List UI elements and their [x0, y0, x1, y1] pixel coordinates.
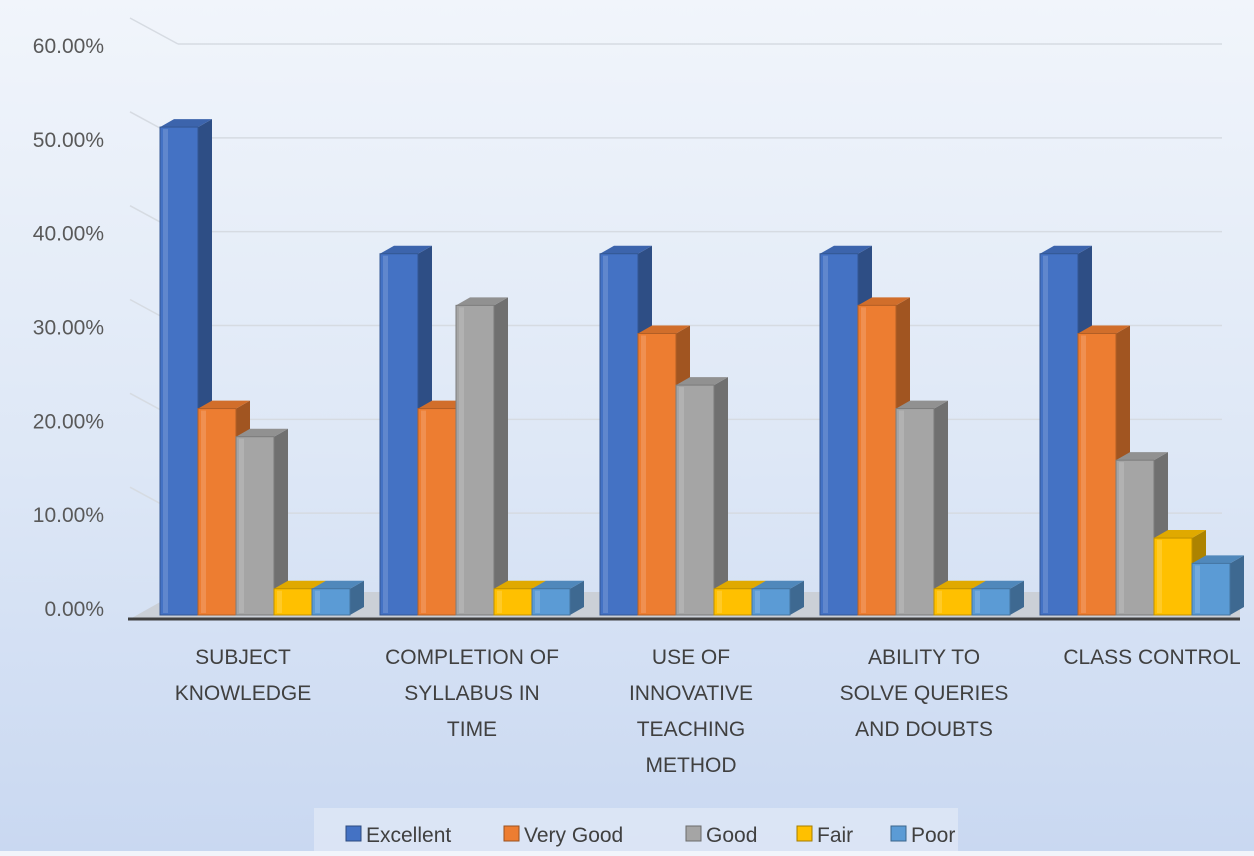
- bar: [751, 580, 804, 616]
- legend-label: Excellent: [366, 824, 451, 847]
- bar: [235, 428, 288, 616]
- legend-swatch: [685, 825, 702, 842]
- legend-label: Fair: [817, 824, 853, 847]
- x-category-label: ABILITY TO SOLVE QUERIES AND DOUBTS: [840, 646, 1009, 741]
- bar: [1077, 325, 1130, 616]
- legend-swatch: [796, 825, 813, 842]
- y-tick-label: 10.00%: [33, 504, 104, 527]
- legend-background: [314, 808, 958, 851]
- x-category-label: SUBJECT KNOWLEDGE: [175, 646, 312, 705]
- bar: [675, 377, 728, 616]
- bar: [531, 580, 584, 616]
- legend-item: Poor: [890, 824, 955, 847]
- legend-item: Fair: [796, 824, 853, 847]
- gridline-side: [129, 17, 179, 45]
- bar: [895, 400, 948, 616]
- bars: [159, 119, 1244, 616]
- y-tick-label: 20.00%: [33, 410, 104, 433]
- bar: [311, 580, 364, 616]
- legend-swatch: [345, 825, 362, 842]
- legend-swatch: [503, 825, 520, 842]
- gridlines: [129, 17, 1222, 514]
- x-category-label: CLASS CONTROL: [1063, 646, 1240, 669]
- x-category-label: COMPLETION OF SYLLABUS IN TIME: [385, 646, 559, 741]
- bar: [1191, 555, 1244, 616]
- legend-item: Very Good: [503, 824, 623, 847]
- y-tick-label: 50.00%: [33, 129, 104, 152]
- y-axis-tick-labels: 0.00% 10.00% 20.00% 30.00% 40.00% 50.00% 60.00…: [33, 35, 104, 621]
- legend-label: Good: [706, 824, 757, 847]
- bar: [455, 297, 508, 616]
- legend-swatch: [890, 825, 907, 842]
- legend-label: Poor: [911, 824, 955, 847]
- y-tick-label: 30.00%: [33, 317, 104, 340]
- y-tick-label: 60.00%: [33, 35, 104, 58]
- bar: [971, 580, 1024, 616]
- bar: [1153, 530, 1206, 616]
- legend: Excellent Very Good Good Fair Poor: [314, 808, 958, 851]
- y-tick-label: 0.00%: [44, 598, 104, 621]
- x-axis-category-labels: SUBJECT KNOWLEDGE COMPLETION OF SYLLABUS IN…: [175, 646, 1241, 777]
- legend-item: Excellent: [345, 824, 451, 847]
- legend-item: Good: [685, 824, 757, 847]
- y-tick-label: 40.00%: [33, 223, 104, 246]
- legend-label: Very Good: [524, 824, 623, 847]
- x-category-label: USE OF INNOVATIVE TEACHING METHOD: [629, 646, 753, 777]
